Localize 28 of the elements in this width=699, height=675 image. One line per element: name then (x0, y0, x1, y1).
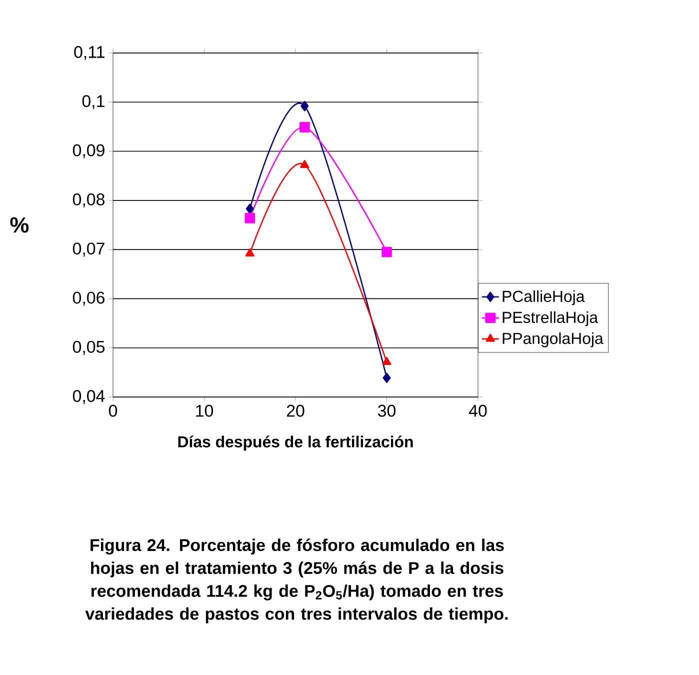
x-tick-label: 20 (286, 404, 304, 417)
y-tick-label: 0,08 (72, 193, 104, 208)
x-axis-title: Días después de la fertilización (178, 436, 413, 451)
x-tick-label: 30 (378, 404, 396, 417)
y-tick-label: 0,07 (72, 242, 104, 257)
y-axis-title: % (10, 217, 29, 233)
y-tick-label: 0,04 (72, 390, 105, 404)
x-tick-label: 0 (108, 404, 118, 417)
legend-label: PPangolaHoja (502, 332, 604, 348)
x-tick-label: 10 (196, 404, 214, 417)
legend-label: PEstrellaHoja (502, 311, 598, 326)
point (300, 160, 310, 168)
text: Figura 24. Porcentaje de fósforo acumulado en las hojas en el tratamiento 3 (25% más de P a la dosis recomendada 114.2 kg de P$_{2}$O$_{5}$/Ha) tomado en tres variedades de pastos con tres intervalos de tiempo. (85, 538, 508, 624)
y-tick-label: 0,05 (72, 340, 105, 355)
y-tick-label: 0,1 (82, 95, 104, 110)
y-tick-label: 0,09 (72, 144, 104, 158)
point (245, 248, 254, 256)
point (300, 100, 309, 112)
x-tick-label: 40 (468, 404, 487, 417)
point (382, 372, 391, 383)
point (299, 122, 310, 132)
y-tick-label: 0,11 (74, 46, 104, 60)
point (244, 212, 256, 224)
point (246, 204, 254, 214)
y-tick-label: 0,06 (72, 292, 104, 306)
point (382, 246, 392, 258)
legend-label: PCallieHoja (502, 290, 585, 306)
point (382, 356, 392, 366)
